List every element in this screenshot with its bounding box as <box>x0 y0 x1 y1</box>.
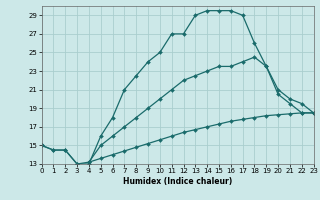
X-axis label: Humidex (Indice chaleur): Humidex (Indice chaleur) <box>123 177 232 186</box>
